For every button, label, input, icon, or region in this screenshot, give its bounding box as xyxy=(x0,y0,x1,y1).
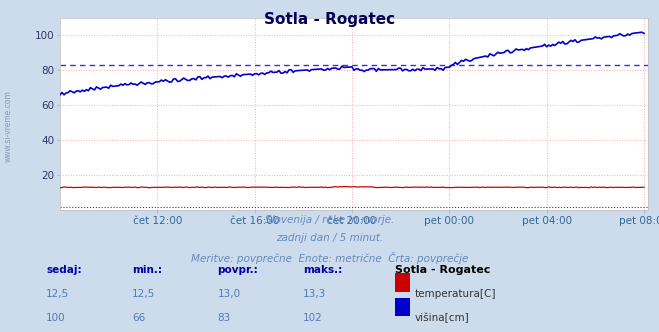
Text: 12,5: 12,5 xyxy=(46,289,69,299)
Text: višina[cm]: višina[cm] xyxy=(415,313,470,324)
Text: Meritve: povprečne  Enote: metrične  Črta: povprečje: Meritve: povprečne Enote: metrične Črta:… xyxy=(191,252,468,264)
Text: temperatura[C]: temperatura[C] xyxy=(415,289,497,299)
Text: www.si-vreme.com: www.si-vreme.com xyxy=(3,90,13,162)
Text: 102: 102 xyxy=(303,313,323,323)
Text: zadnji dan / 5 minut.: zadnji dan / 5 minut. xyxy=(276,233,383,243)
Text: sedaj:: sedaj: xyxy=(46,265,82,275)
Text: Slovenija / reke in morje.: Slovenija / reke in morje. xyxy=(265,215,394,225)
Text: 13,0: 13,0 xyxy=(217,289,241,299)
Text: Sotla - Rogatec: Sotla - Rogatec xyxy=(264,12,395,27)
Text: maks.:: maks.: xyxy=(303,265,343,275)
Text: 100: 100 xyxy=(46,313,66,323)
Text: 66: 66 xyxy=(132,313,145,323)
Text: 13,3: 13,3 xyxy=(303,289,326,299)
Text: Sotla - Rogatec: Sotla - Rogatec xyxy=(395,265,491,275)
Text: povpr.:: povpr.: xyxy=(217,265,258,275)
Text: 12,5: 12,5 xyxy=(132,289,155,299)
Text: 83: 83 xyxy=(217,313,231,323)
Text: min.:: min.: xyxy=(132,265,162,275)
